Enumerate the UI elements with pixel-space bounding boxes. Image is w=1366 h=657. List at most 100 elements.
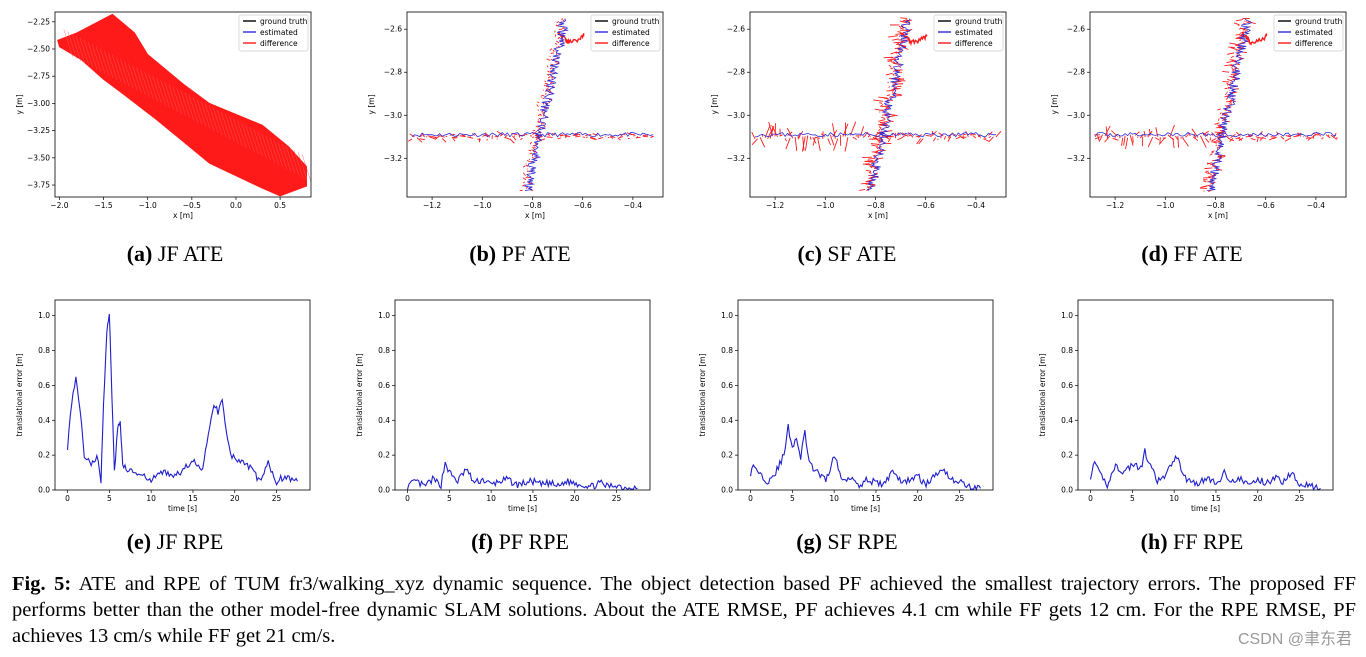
difference-line — [1256, 137, 1259, 143]
difference-line — [269, 137, 279, 165]
subcaption-d: (d) FF ATE — [1141, 241, 1243, 266]
difference-line — [650, 135, 654, 139]
difference-line — [1230, 72, 1238, 76]
difference-line — [1227, 137, 1235, 142]
difference-line — [554, 43, 558, 45]
difference-line — [83, 39, 94, 68]
difference-line — [547, 134, 551, 136]
legend-entry: ground truth — [955, 17, 1003, 26]
difference-line — [900, 40, 906, 43]
difference-line — [623, 133, 626, 136]
difference-line — [1255, 136, 1262, 139]
difference-line — [496, 130, 503, 136]
difference-line — [549, 81, 553, 85]
difference-line — [802, 136, 806, 152]
x-tick-label: −1.2 — [423, 201, 441, 210]
difference-line — [540, 122, 543, 125]
x-tick-label: −1.0 — [1156, 201, 1174, 210]
difference-line — [1099, 134, 1103, 141]
y-tick-label: 0.2 — [721, 451, 733, 460]
difference-line — [1200, 135, 1207, 148]
difference-line — [249, 126, 259, 155]
x-tick-label: 20 — [1253, 494, 1263, 503]
difference-line — [797, 130, 804, 139]
difference-line — [555, 61, 558, 63]
difference-line — [512, 135, 517, 141]
difference-line — [815, 136, 821, 139]
difference-line — [897, 49, 901, 52]
difference-line — [1243, 22, 1246, 25]
difference-line — [432, 136, 438, 139]
y-axis-label: y [m] — [710, 94, 719, 114]
y-tick-label: −2.6 — [384, 25, 402, 34]
difference-line — [1245, 21, 1249, 24]
difference-line — [1182, 138, 1189, 147]
difference-line — [1226, 82, 1229, 85]
y-tick-label: −3.0 — [1067, 111, 1085, 120]
legend-entry: estimated — [955, 28, 993, 37]
x-tick-label: −2.0 — [50, 201, 68, 210]
difference-line — [1209, 153, 1213, 156]
difference-line — [1214, 122, 1220, 125]
legend-entry: difference — [955, 39, 993, 48]
difference-line — [812, 136, 816, 146]
difference-line — [885, 106, 890, 110]
y-axis-label: y [m] — [15, 94, 24, 114]
difference-line — [233, 118, 243, 146]
difference-line — [888, 64, 892, 68]
difference-line — [880, 104, 884, 107]
x-tick-label: 25 — [272, 494, 282, 503]
difference-line — [1112, 137, 1119, 141]
y-tick-label: −2.8 — [1067, 68, 1085, 77]
difference-line — [598, 136, 603, 140]
difference-line — [651, 135, 654, 138]
plot-frame — [1077, 299, 1334, 491]
difference-line — [574, 133, 581, 136]
difference-line — [867, 157, 876, 160]
difference-line — [893, 62, 901, 66]
difference-line — [1216, 126, 1224, 129]
difference-line — [857, 136, 860, 139]
difference-line — [554, 61, 557, 63]
difference-line — [861, 182, 871, 185]
x-tick-label: 10 — [146, 494, 156, 503]
difference-line — [504, 137, 511, 140]
difference-line — [892, 73, 895, 76]
difference-line — [797, 135, 801, 140]
difference-line — [419, 134, 423, 138]
difference-line — [852, 136, 857, 140]
difference-line — [833, 138, 839, 151]
difference-line — [879, 127, 883, 131]
difference-line — [878, 119, 886, 122]
difference-line — [874, 108, 885, 112]
difference-line — [895, 61, 899, 65]
difference-line — [908, 134, 911, 137]
difference-line — [281, 143, 291, 172]
difference-line — [451, 137, 456, 142]
plot-frame — [394, 299, 651, 491]
difference-line — [995, 131, 1002, 138]
difference-line — [549, 67, 553, 70]
difference-line — [891, 88, 901, 90]
difference-line — [1232, 69, 1234, 72]
difference-line — [1221, 112, 1228, 115]
x-tick-label: 25 — [1295, 494, 1305, 503]
chart-b: −1.2 −1.0 −0.8 −0.6 −0.4 −2.6 −2.8 −3.0 −3.2 x [m… — [367, 11, 664, 220]
difference-line — [1235, 131, 1241, 137]
legend: ground truth estimated difference — [933, 14, 1004, 52]
difference-line — [1207, 171, 1210, 174]
difference-line — [1231, 98, 1233, 101]
difference-line — [609, 136, 614, 139]
difference-line — [532, 147, 536, 149]
difference-line — [484, 132, 491, 138]
plot-frame — [737, 299, 994, 491]
difference-line — [893, 41, 904, 44]
difference-line — [562, 19, 564, 21]
difference-line — [620, 134, 623, 137]
estimated-line — [754, 131, 997, 138]
difference-hook — [900, 31, 928, 47]
difference-line — [523, 181, 525, 184]
difference-line — [1226, 52, 1235, 55]
y-tick-label: 1.0 — [721, 311, 733, 320]
difference-line — [916, 138, 922, 145]
